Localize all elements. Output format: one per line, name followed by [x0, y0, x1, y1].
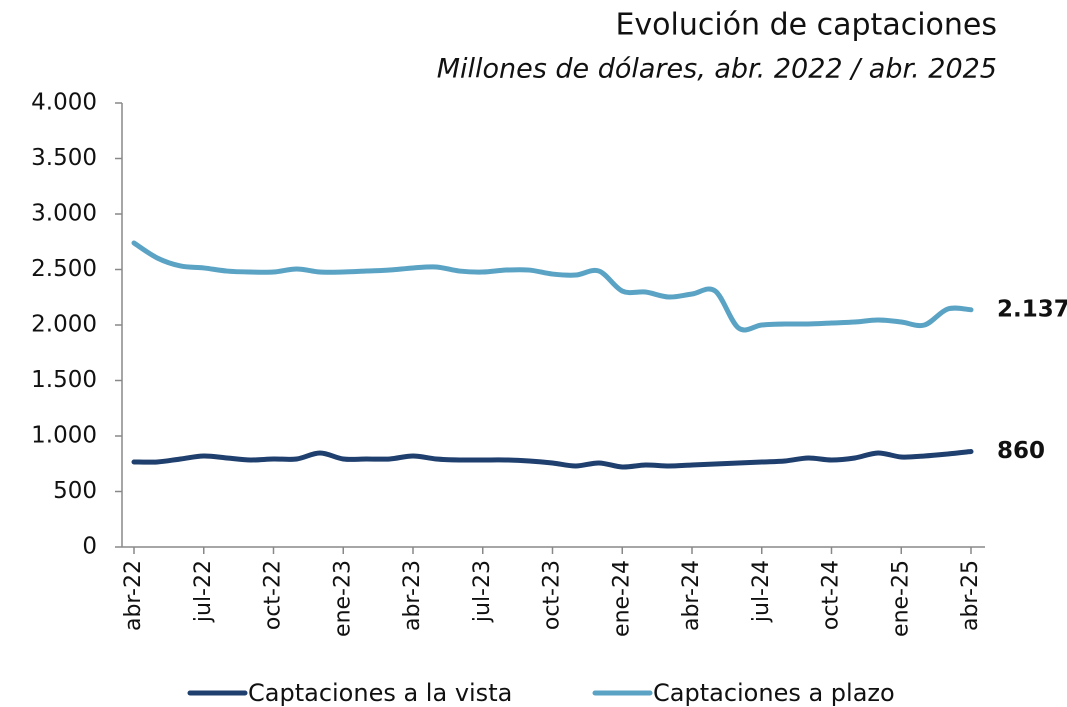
x-tick-label: ene-23	[330, 560, 355, 637]
chart-subtitle: Millones de dólares, abr. 2022 / abr. 20…	[437, 54, 997, 85]
x-tick-label: abr-25	[958, 560, 983, 631]
end-label: 2.137	[997, 296, 1067, 322]
y-tick-label: 500	[53, 478, 97, 504]
y-tick-label: 1.000	[31, 423, 97, 449]
line-series	[131, 240, 974, 333]
end-label: 860	[997, 438, 1045, 464]
chart-title: Evolución de captaciones	[615, 8, 997, 43]
x-tick-label: abr-22	[121, 560, 146, 631]
x-tick-label: jul-23	[470, 560, 495, 623]
x-tick-label: abr-24	[679, 560, 704, 631]
y-tick-label: 2.000	[31, 312, 97, 338]
x-tick-label: ene-25	[888, 560, 913, 637]
x-tick-label: abr-23	[400, 560, 425, 631]
y-tick-label: 0	[82, 534, 97, 560]
y-tick-label: 3.500	[31, 145, 97, 171]
x-tick-label: ene-24	[609, 560, 634, 637]
x-tick-label: oct-24	[819, 560, 844, 630]
x-tick-label: oct-22	[261, 560, 286, 630]
y-tick-label: 3.000	[31, 201, 97, 227]
y-tick-label: 4.000	[31, 90, 97, 116]
legend-label: Captaciones a la vista	[248, 679, 512, 707]
line-series	[131, 449, 974, 470]
x-tick-label: oct-23	[540, 560, 565, 630]
y-tick-label: 2.500	[31, 256, 97, 282]
y-tick-label: 1.500	[31, 367, 97, 393]
x-tick-label: jul-22	[191, 560, 216, 623]
legend-label: Captaciones a plazo	[653, 679, 895, 707]
x-tick-label: jul-24	[749, 560, 774, 623]
